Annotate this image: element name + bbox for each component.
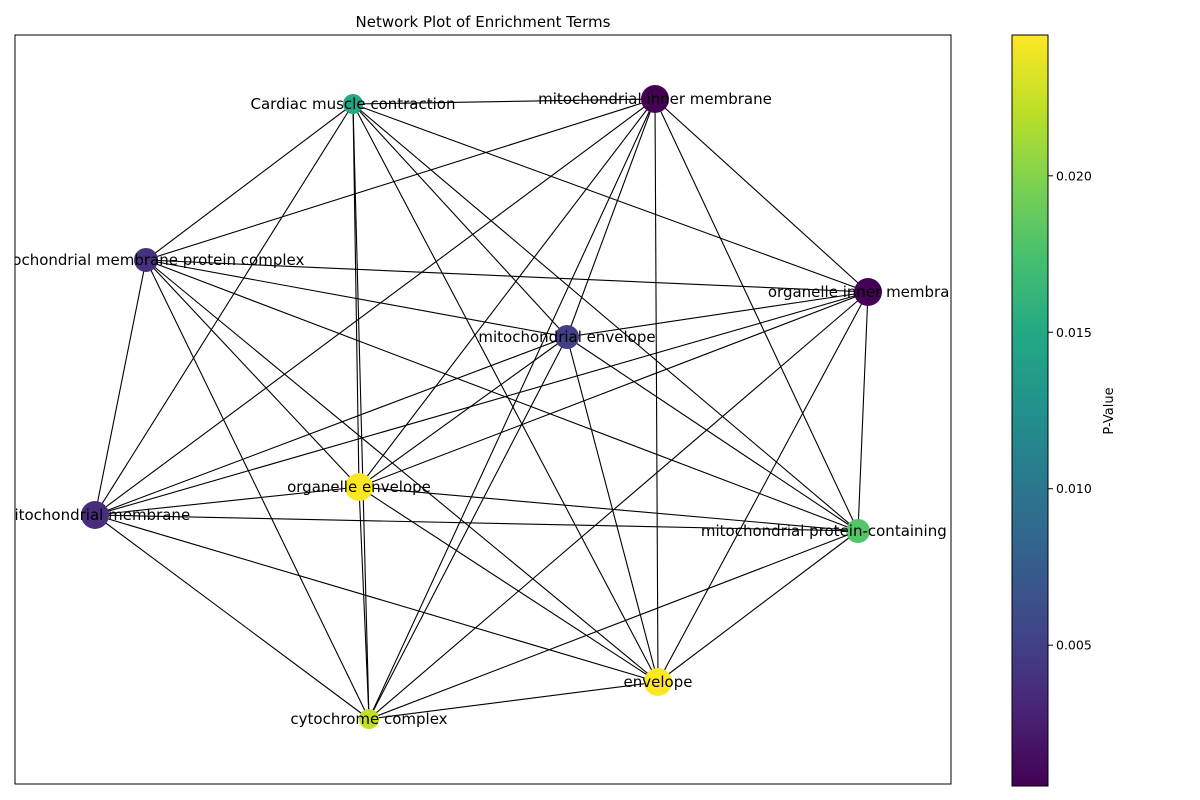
edge-cardiac-mim xyxy=(352,98,656,105)
chart-title: Network Plot of Enrichment Terms xyxy=(356,13,611,31)
edge-oenv-mpc xyxy=(358,486,859,532)
node-label-env: envelope xyxy=(624,673,693,691)
node-cyto xyxy=(359,709,379,729)
edge-menv-cyto xyxy=(368,336,568,720)
node-label-cyto: cytochrome complex xyxy=(290,710,447,728)
edge-mim-oim xyxy=(654,98,869,293)
edge-oim-mm xyxy=(94,291,869,516)
node-layer xyxy=(81,85,882,729)
node-label-menv: mitochondrial envelope xyxy=(478,328,655,346)
node-label-mpc: mitochondrial protein-containing complex xyxy=(701,522,1015,540)
label-layer: Cardiac muscle contraction mitochondrial … xyxy=(0,90,1015,728)
edge-mim-menv xyxy=(566,98,656,338)
plot-area-frame xyxy=(14,34,952,785)
edge-oim-menv xyxy=(566,291,869,338)
edge-mm-cyto xyxy=(94,514,370,720)
edge-cardiac-oim xyxy=(352,103,869,293)
colorbar-tick-label: 0.020 xyxy=(1056,168,1092,183)
edge-mim-mm xyxy=(94,98,656,516)
edge-oenv-cyto xyxy=(358,486,370,720)
edge-mm-mpc xyxy=(94,514,859,532)
edge-oim-mpc xyxy=(857,291,869,532)
edge-oim-oenv xyxy=(358,291,869,488)
edge-menv-oenv xyxy=(358,336,568,488)
colorbar-tick-label: 0.015 xyxy=(1056,325,1092,340)
edge-mim-oenv xyxy=(358,98,656,488)
node-menv xyxy=(555,325,579,349)
node-label-mm: mitochondrial membrane xyxy=(0,506,190,524)
edge-mim-env xyxy=(654,98,659,683)
node-oim xyxy=(854,278,882,306)
edge-mim-mmpc xyxy=(145,98,656,261)
edge-mpc-env xyxy=(657,530,859,683)
edge-cardiac-mpc xyxy=(352,103,859,532)
edge-layer xyxy=(94,98,869,720)
colorbar: 0.005 0.010 0.015 0.020 P-Value xyxy=(1011,34,1117,787)
edge-oenv-env xyxy=(358,486,659,683)
edge-oim-env xyxy=(657,291,869,683)
node-label-oenv: organelle envelope xyxy=(287,478,431,496)
colorbar-label: P-Value xyxy=(1102,387,1117,434)
node-label-mmpc: mitochondrial membrane protein complex xyxy=(0,251,304,269)
colorbar-gradient xyxy=(1011,34,1049,787)
node-label-oim: organelle inner membrane xyxy=(768,283,968,301)
edge-cardiac-mmpc xyxy=(145,103,354,261)
edge-oenv-mm xyxy=(94,486,360,516)
edge-cardiac-oenv xyxy=(352,103,360,488)
edge-menv-mm xyxy=(94,336,568,516)
node-mmpc xyxy=(134,248,158,272)
edge-mim-cyto xyxy=(368,98,656,720)
edge-mm-env xyxy=(94,514,659,683)
node-oenv xyxy=(345,473,373,501)
edge-oim-cyto xyxy=(368,291,869,720)
edge-cardiac-cyto xyxy=(352,103,370,720)
node-label-cardiac: Cardiac muscle contraction xyxy=(251,95,456,113)
edge-mmpc-mpc xyxy=(145,259,859,532)
network-graph: Cardiac muscle contraction mitochondrial … xyxy=(0,85,1015,729)
colorbar-tick-label: 0.005 xyxy=(1056,638,1092,653)
edge-cardiac-env xyxy=(352,103,659,683)
edge-mmpc-mm xyxy=(94,259,147,516)
node-mm xyxy=(81,501,109,529)
edge-mpc-cyto xyxy=(368,530,859,720)
node-mim xyxy=(641,85,669,113)
edge-mmpc-cyto xyxy=(145,259,370,720)
edge-cardiac-mm xyxy=(94,103,354,516)
node-label-mim: mitochondrial inner membrane xyxy=(538,90,772,108)
edge-menv-mpc xyxy=(566,336,859,532)
node-env xyxy=(644,668,672,696)
colorbar-tick-label: 0.010 xyxy=(1056,481,1092,496)
node-cardiac xyxy=(343,94,363,114)
node-mpc xyxy=(846,519,870,543)
edge-mmpc-menv xyxy=(145,259,568,338)
colorbar-ticks: 0.005 0.010 0.015 0.020 xyxy=(1048,168,1092,653)
edge-mim-mpc xyxy=(654,98,859,532)
edge-env-cyto xyxy=(368,681,659,720)
edge-mmpc-oim xyxy=(145,259,869,293)
edge-cardiac-menv xyxy=(352,103,568,338)
